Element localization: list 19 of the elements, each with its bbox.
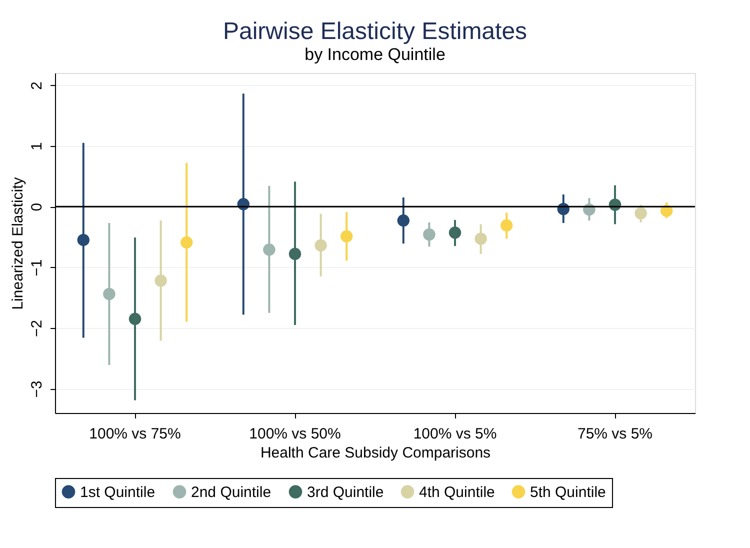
x-tick-label: 100% vs 5%: [413, 426, 497, 442]
legend-label: 2nd Quintile: [191, 484, 272, 501]
y-axis-title: Linearized Elasticity: [10, 176, 26, 310]
y-tick-label: −1: [28, 259, 46, 276]
chart-subtitle: by Income Quintile: [304, 45, 446, 64]
legend-label: 4th Quintile: [419, 484, 495, 501]
legend-label: 5th Quintile: [530, 484, 606, 501]
y-tick-label: −3: [28, 380, 46, 398]
y-tick-label: −2: [28, 320, 46, 338]
y-tick-label: 0: [28, 202, 46, 212]
y-tick-label: 1: [28, 142, 46, 151]
chart-title: Pairwise Elasticity Estimates: [222, 18, 528, 45]
x-tick-label: 100% vs 50%: [249, 426, 341, 442]
x-axis-title: Health Care Subsidy Comparisons: [260, 444, 491, 462]
legend-label: 3rd Quintile: [307, 484, 384, 501]
x-tick-label: 75% vs 5%: [577, 426, 653, 442]
legend-label: 1st Quintile: [80, 484, 156, 501]
x-tick-label: 100% vs 75%: [89, 426, 181, 442]
y-tick-label: 2: [28, 81, 46, 90]
